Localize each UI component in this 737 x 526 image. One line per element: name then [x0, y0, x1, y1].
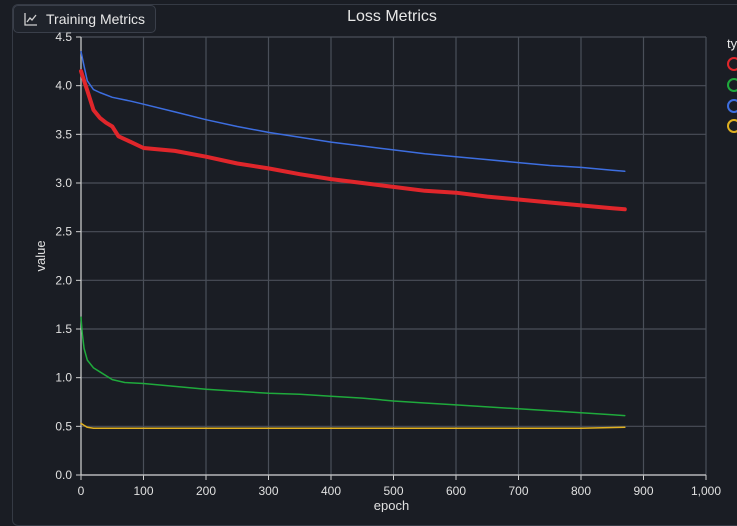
series-line-3: [80, 50, 626, 173]
y-tick-label: 4.0: [55, 79, 72, 93]
legend-marker-1[interactable]: [727, 57, 737, 71]
y-tick-label: 3.5: [55, 127, 72, 141]
x-tick-label: 500: [383, 484, 403, 498]
y-tick-label: 4.5: [55, 30, 72, 44]
legend-marker-3[interactable]: [727, 99, 737, 113]
legend-title: ty: [727, 36, 737, 51]
x-tick-label: 800: [571, 484, 591, 498]
tab-training-metrics[interactable]: Training Metrics: [13, 5, 157, 33]
x-tick-label: 100: [133, 484, 153, 498]
legend-marker-2[interactable]: [727, 78, 737, 92]
x-tick-label: 700: [508, 484, 528, 498]
y-tick-label: 0.0: [55, 468, 72, 482]
x-tick-label: 400: [321, 484, 341, 498]
loss-chart: 0 100 200 300 400 500 600 700 800 900 1,000 0.0 0.5 1…: [33, 30, 721, 512]
y-tick-label: 1.0: [55, 371, 72, 385]
series-line-4: [80, 422, 626, 430]
chart-panel: [12, 4, 737, 526]
y-axis-label: value: [33, 240, 48, 271]
tab-label: Training Metrics: [46, 11, 146, 27]
x-tick-label: 1,000: [691, 484, 721, 498]
series-line-2: [80, 316, 626, 417]
x-tick-label: 300: [258, 484, 278, 498]
line-chart-icon: [24, 12, 38, 26]
y-tick-label: 0.5: [55, 419, 72, 433]
x-tick-label: 0: [78, 484, 85, 498]
y-tick-label: 2.5: [55, 225, 72, 239]
legend-marker-4[interactable]: [727, 119, 737, 133]
x-tick-label: 200: [196, 484, 216, 498]
series-line-1: [79, 69, 627, 212]
chart-title: Loss Metrics: [347, 8, 437, 25]
y-tick-label: 3.0: [55, 176, 72, 190]
x-axis-label: epoch: [374, 498, 409, 512]
y-tick-label: 2.0: [55, 273, 72, 287]
x-tick-label: 900: [633, 484, 653, 498]
y-tick-label: 1.5: [55, 322, 72, 336]
x-tick-label: 600: [446, 484, 466, 498]
